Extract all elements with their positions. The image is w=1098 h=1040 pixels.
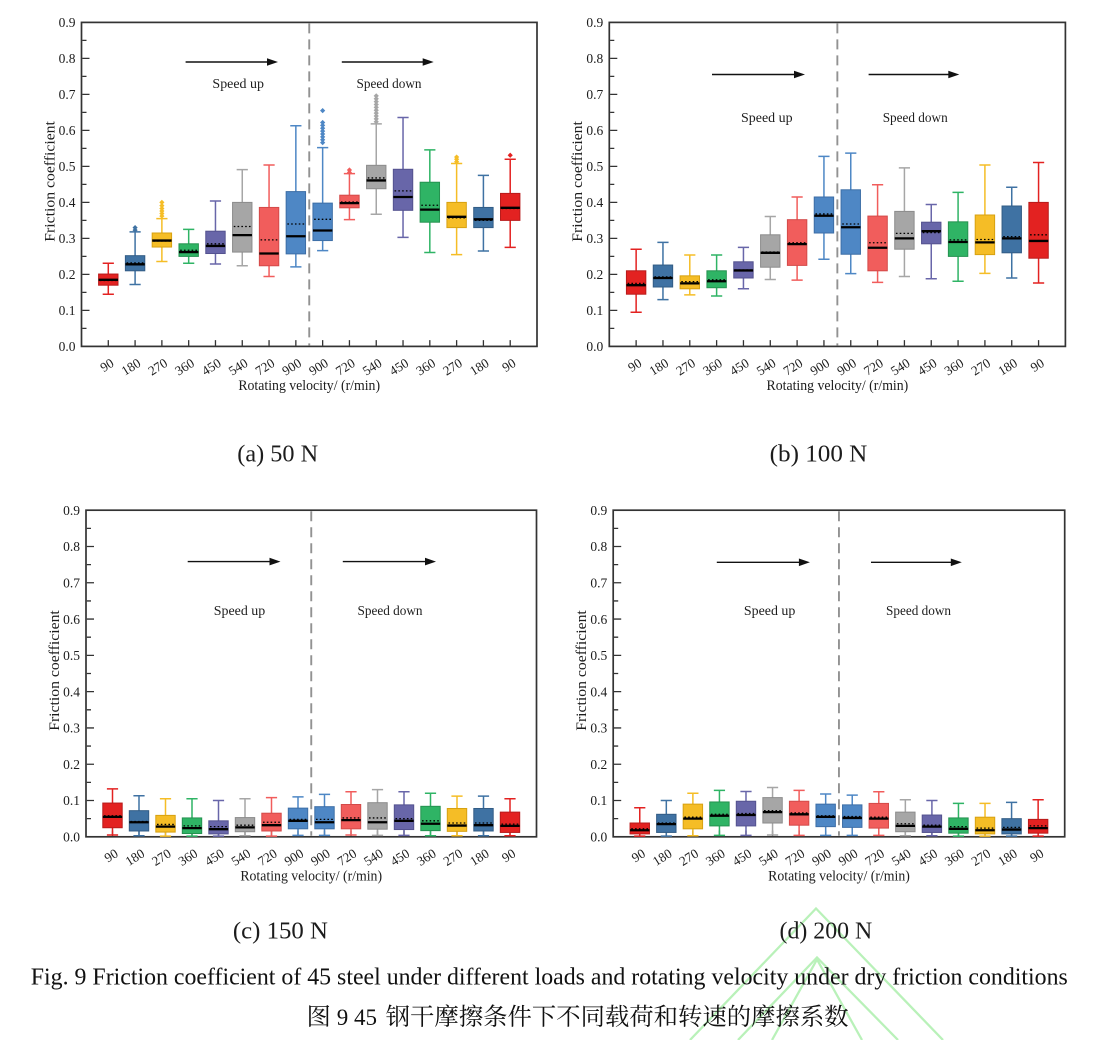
svg-text:Fig. 9 Friction coefficient of: Fig. 9 Friction coefficient of 45 steel …	[31, 964, 1068, 990]
svg-text:Friction coefficient: Friction coefficient	[42, 120, 58, 241]
svg-text:0.7: 0.7	[590, 575, 607, 590]
svg-text:0.3: 0.3	[59, 231, 76, 246]
svg-text:0.1: 0.1	[63, 793, 80, 808]
svg-text:Speed down: Speed down	[883, 110, 948, 125]
svg-text:0.8: 0.8	[59, 51, 76, 66]
svg-text:0.5: 0.5	[59, 159, 76, 174]
svg-text:0.6: 0.6	[59, 123, 76, 138]
svg-text:Speed up: Speed up	[212, 76, 264, 91]
svg-text:(b) 100 N: (b) 100 N	[770, 441, 868, 468]
svg-text:Rotating velocity/ (r/min): Rotating velocity/ (r/min)	[238, 378, 380, 394]
svg-text:0.8: 0.8	[63, 539, 80, 554]
svg-text:9 45: 9 45	[337, 1005, 377, 1030]
svg-text:0.5: 0.5	[63, 648, 80, 663]
svg-text:0.3: 0.3	[586, 231, 603, 246]
svg-text:0.2: 0.2	[586, 267, 603, 282]
svg-text:0.1: 0.1	[586, 303, 603, 318]
svg-text:Speed down: Speed down	[358, 603, 423, 618]
svg-text:0.5: 0.5	[590, 648, 607, 663]
svg-text:0.6: 0.6	[590, 612, 607, 627]
svg-text:Friction coefficient: Friction coefficient	[570, 120, 586, 241]
svg-text:Speed up: Speed up	[744, 603, 796, 618]
svg-text:Speed down: Speed down	[886, 603, 951, 618]
svg-text:0.7: 0.7	[59, 87, 76, 102]
svg-text:Speed up: Speed up	[741, 110, 793, 125]
svg-text:0.9: 0.9	[590, 503, 607, 518]
svg-text:0.2: 0.2	[63, 757, 80, 772]
svg-text:Rotating velocity/ (r/min): Rotating velocity/ (r/min)	[240, 868, 382, 884]
svg-text:(d) 200 N: (d) 200 N	[780, 917, 873, 944]
svg-text:(a) 50 N: (a) 50 N	[237, 441, 318, 468]
svg-text:0.3: 0.3	[590, 721, 607, 736]
svg-text:0.9: 0.9	[586, 15, 603, 30]
svg-text:Friction coefficient: Friction coefficient	[574, 609, 590, 730]
svg-text:Friction coefficient: Friction coefficient	[47, 609, 63, 730]
svg-text:0.9: 0.9	[59, 15, 76, 30]
svg-text:0.8: 0.8	[586, 51, 603, 66]
svg-text:0.2: 0.2	[590, 757, 607, 772]
svg-text:0.0: 0.0	[59, 339, 76, 354]
svg-text:Rotating velocity/ (r/min): Rotating velocity/ (r/min)	[767, 378, 909, 394]
svg-text:0.8: 0.8	[590, 539, 607, 554]
svg-text:0.2: 0.2	[59, 267, 76, 282]
svg-text:0.6: 0.6	[586, 123, 603, 138]
svg-text:0.7: 0.7	[63, 575, 80, 590]
svg-text:0.6: 0.6	[63, 612, 80, 627]
svg-text:0.0: 0.0	[590, 830, 607, 845]
svg-text:0.4: 0.4	[63, 684, 80, 699]
svg-text:0.4: 0.4	[586, 195, 603, 210]
svg-text:Speed up: Speed up	[214, 603, 266, 618]
svg-text:0.9: 0.9	[63, 503, 80, 518]
svg-text:Speed down: Speed down	[357, 76, 422, 91]
svg-text:0.3: 0.3	[63, 721, 80, 736]
svg-text:0.7: 0.7	[586, 87, 603, 102]
svg-text:0.1: 0.1	[590, 793, 607, 808]
svg-text:0.1: 0.1	[59, 303, 76, 318]
svg-text:(c) 150 N: (c) 150 N	[233, 917, 328, 944]
svg-text:0.4: 0.4	[590, 684, 607, 699]
svg-text:0.4: 0.4	[59, 195, 76, 210]
svg-text:0.0: 0.0	[586, 339, 603, 354]
svg-text:0.5: 0.5	[586, 159, 603, 174]
svg-text:0.0: 0.0	[63, 830, 80, 845]
svg-text:Rotating velocity/ (r/min): Rotating velocity/ (r/min)	[768, 868, 910, 884]
